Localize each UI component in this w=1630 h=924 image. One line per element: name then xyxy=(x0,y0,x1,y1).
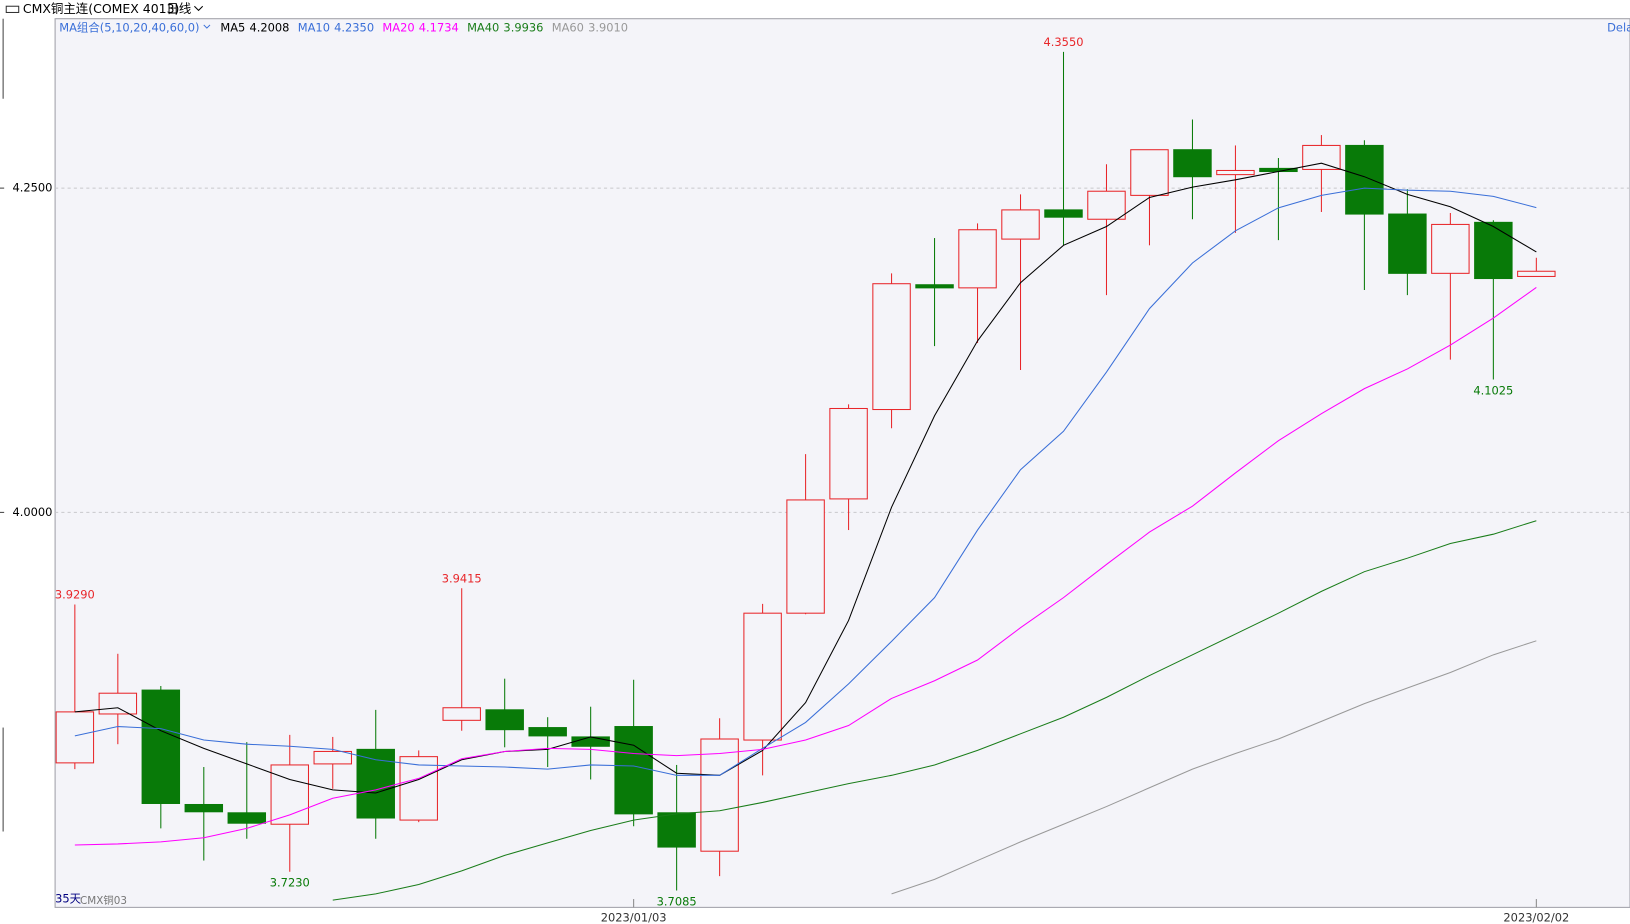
ma-line xyxy=(332,520,1537,901)
extreme-label: 3.7230 xyxy=(270,876,310,890)
candle-body xyxy=(743,612,782,741)
dropdown-arrow[interactable] xyxy=(203,24,211,29)
extreme-label: 3.7085 xyxy=(657,894,697,908)
candle-body xyxy=(1517,270,1556,277)
candle-body xyxy=(786,499,825,614)
candle-body xyxy=(485,709,524,731)
extreme-label: 3.9290 xyxy=(55,588,95,602)
candle-body xyxy=(399,756,438,821)
candle-body xyxy=(528,727,567,737)
candle-body xyxy=(872,283,911,411)
corner-text: Dela xyxy=(1607,21,1630,35)
candle-body xyxy=(442,707,481,721)
ma-line xyxy=(74,187,1537,776)
y-tick-label: 4.0000 xyxy=(12,505,52,519)
candle-body xyxy=(915,284,954,289)
candle-body xyxy=(55,711,95,764)
candle-body xyxy=(571,736,610,747)
legend-value: 3.9936 xyxy=(503,21,543,35)
legend-value: 3.9010 xyxy=(588,21,628,35)
candle-body xyxy=(98,692,138,715)
candle-body xyxy=(829,407,868,500)
legend-name: MA60 xyxy=(552,21,584,35)
legend-value: 4.2008 xyxy=(249,21,289,35)
dropdown-arrow[interactable] xyxy=(194,5,204,12)
contract-label: CMX铜03 xyxy=(80,895,127,907)
candle-body xyxy=(141,689,181,804)
candle-body xyxy=(1044,209,1083,218)
candle-body xyxy=(1431,223,1470,274)
legend-name: MA40 xyxy=(467,21,499,35)
legend-value: 4.2350 xyxy=(334,21,374,35)
candle-body xyxy=(313,750,352,765)
extreme-label: 3.9415 xyxy=(442,571,482,585)
contract-icon[interactable] xyxy=(5,5,20,13)
candle-body xyxy=(614,726,653,815)
candle-body xyxy=(1087,190,1126,220)
ma-line xyxy=(74,287,1537,846)
candle-body xyxy=(1345,144,1384,215)
days-label: 35天 xyxy=(55,892,82,906)
legend-value: 4.1734 xyxy=(419,21,459,35)
ma-group[interactable]: MA组合(5,10,20,40,60,0) xyxy=(59,21,199,35)
candle-body xyxy=(1173,149,1212,178)
ma-line xyxy=(891,640,1537,895)
legend-name: MA10 xyxy=(298,21,330,35)
legend-name: MA20 xyxy=(382,21,414,35)
candle-body xyxy=(184,803,224,813)
candle-body xyxy=(1388,213,1427,274)
candle-body xyxy=(657,812,696,848)
candle-body xyxy=(1474,221,1513,280)
extreme-label: 4.3550 xyxy=(1044,35,1084,49)
candle-body xyxy=(1216,169,1255,176)
contract-title[interactable]: CMX铜主连(COMEX 4013) xyxy=(23,1,180,16)
candle-body xyxy=(227,812,267,824)
candle-body xyxy=(1130,149,1169,196)
y-tick-label: 4.2500 xyxy=(12,181,52,195)
candle-body xyxy=(700,738,739,852)
period-selector[interactable]: 日线 xyxy=(166,1,191,16)
candle-body xyxy=(1302,144,1341,170)
ma-line xyxy=(74,162,1537,794)
legend-name: MA5 xyxy=(220,21,245,35)
candle-body xyxy=(958,229,997,289)
candle-body xyxy=(1001,209,1040,240)
x-tick-label: 2023/02/02 xyxy=(1503,910,1569,924)
x-tick-label: 2023/01/03 xyxy=(601,910,667,924)
extreme-label: 4.1025 xyxy=(1473,383,1513,397)
